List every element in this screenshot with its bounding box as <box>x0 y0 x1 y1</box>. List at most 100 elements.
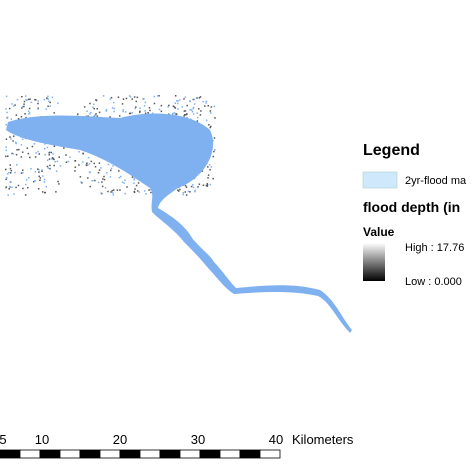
bar-segment <box>99 449 121 459</box>
scale-label: 30 <box>191 432 205 447</box>
bar-segment <box>219 449 241 459</box>
bar-segment <box>39 449 61 459</box>
speck <box>86 110 88 113</box>
speck <box>118 170 120 172</box>
speck <box>5 149 8 152</box>
speck <box>181 106 184 108</box>
speck <box>87 177 89 179</box>
bar-segment <box>239 449 261 459</box>
speck <box>200 110 202 112</box>
speck <box>5 95 8 98</box>
speck <box>101 185 104 188</box>
speck <box>11 103 13 105</box>
speck <box>189 109 191 111</box>
speck <box>173 112 176 114</box>
speck <box>20 144 23 146</box>
speck <box>192 113 195 115</box>
speck <box>133 177 136 180</box>
speck <box>129 112 132 115</box>
speck <box>199 96 202 98</box>
speck <box>123 182 125 184</box>
speck <box>65 154 67 156</box>
speck <box>37 102 39 105</box>
speck <box>49 167 51 170</box>
speck <box>201 170 204 172</box>
speck <box>12 140 14 142</box>
speck <box>209 110 212 112</box>
scale-label: 40 <box>269 432 283 447</box>
speck <box>100 167 102 169</box>
speck <box>80 181 82 183</box>
speck <box>96 107 99 110</box>
speck <box>94 165 97 168</box>
speck <box>26 99 28 101</box>
speck <box>98 169 101 171</box>
speck <box>117 96 120 98</box>
speck <box>93 107 95 110</box>
speck <box>42 175 44 177</box>
speck <box>27 98 30 101</box>
speck <box>18 148 20 151</box>
speck <box>102 95 105 97</box>
speck <box>194 190 196 193</box>
speck <box>136 190 139 192</box>
speck <box>110 167 113 170</box>
speck <box>13 193 15 195</box>
speck <box>101 181 103 183</box>
speck <box>55 170 58 172</box>
ramp <box>363 243 385 281</box>
speck <box>51 157 54 159</box>
speck <box>103 175 105 178</box>
speck <box>30 167 32 170</box>
speck <box>16 98 19 101</box>
speck <box>49 164 51 167</box>
speck <box>29 98 31 100</box>
speck <box>158 95 160 97</box>
speck <box>205 102 207 104</box>
speck <box>23 105 25 108</box>
speck <box>145 193 147 195</box>
speck <box>192 106 195 109</box>
speck <box>209 168 211 171</box>
speck <box>28 113 30 115</box>
speck <box>21 138 24 141</box>
speck <box>15 114 18 116</box>
speck <box>27 152 30 155</box>
speck <box>33 180 36 182</box>
speck <box>133 182 135 184</box>
speck <box>139 110 141 113</box>
speck <box>26 147 29 149</box>
speck <box>39 177 42 179</box>
speck <box>183 98 185 100</box>
speck <box>107 163 110 166</box>
speck <box>79 176 82 178</box>
speck <box>24 194 27 196</box>
speck <box>36 168 39 170</box>
speck <box>174 95 177 97</box>
speck <box>15 186 17 189</box>
speck <box>189 100 191 102</box>
speck <box>52 157 55 160</box>
bar-segment <box>139 449 161 459</box>
speck <box>6 116 9 119</box>
speck <box>49 101 51 104</box>
speck <box>109 116 111 118</box>
speck <box>20 172 23 174</box>
speck <box>35 99 37 101</box>
speck <box>129 96 132 98</box>
speck <box>9 185 11 188</box>
speck <box>88 163 91 165</box>
speck <box>96 115 99 117</box>
speck <box>15 142 17 145</box>
speck <box>94 179 96 182</box>
speck <box>89 113 91 115</box>
speck <box>176 100 178 102</box>
speck <box>46 165 49 168</box>
speck <box>207 174 210 176</box>
speck <box>8 107 11 110</box>
speck <box>112 189 115 191</box>
speck <box>5 155 7 158</box>
speck <box>38 175 40 178</box>
speck <box>25 98 27 101</box>
speck <box>111 107 114 109</box>
